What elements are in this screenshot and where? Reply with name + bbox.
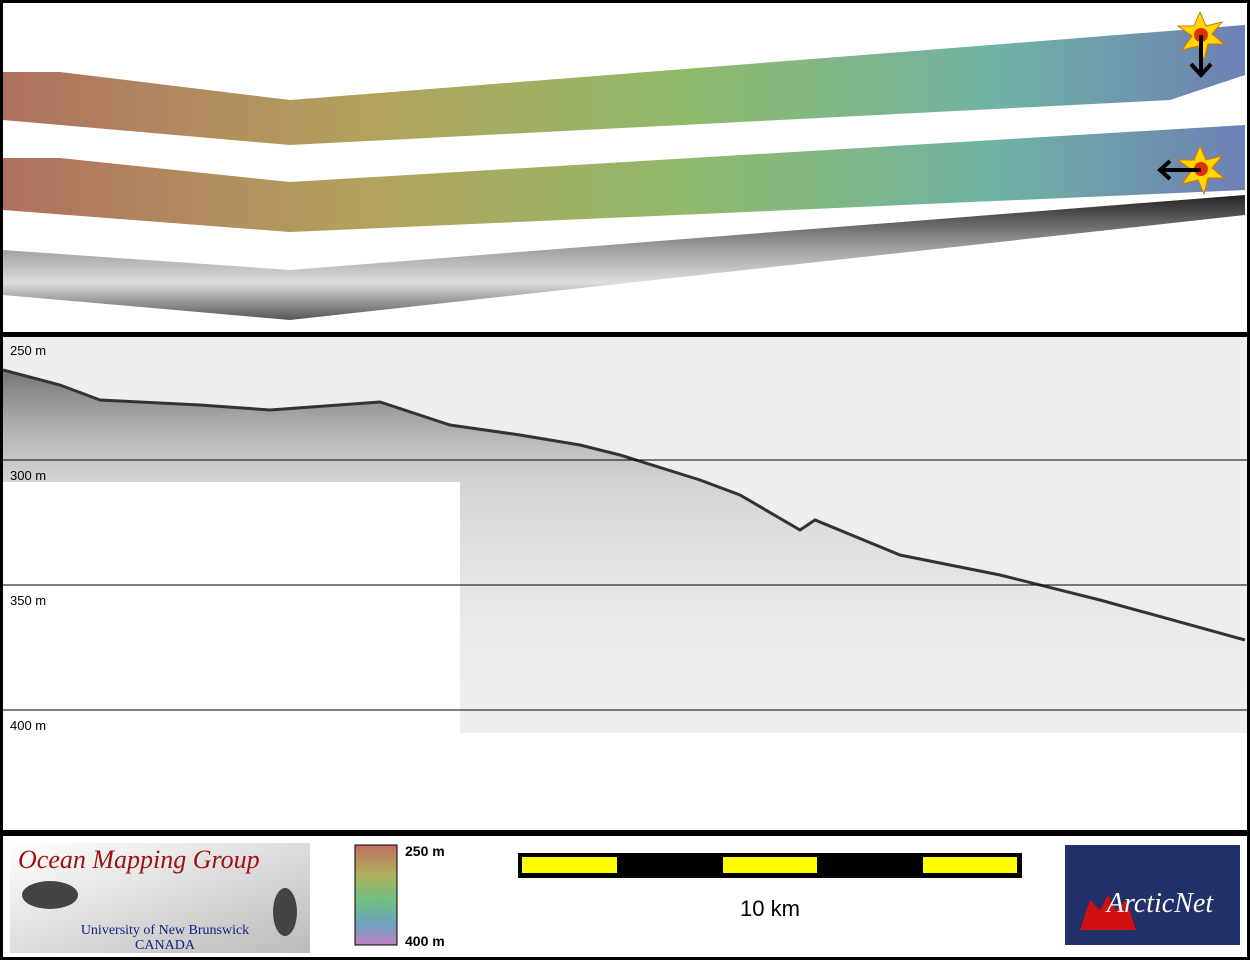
sun-icon	[1157, 144, 1226, 196]
logo-art	[22, 881, 78, 909]
depth-label: 400 m	[10, 718, 46, 733]
logo-art	[273, 888, 297, 936]
bathymetry-swath	[3, 25, 1245, 145]
maple-leaf	[1080, 895, 1136, 930]
scale-bar-segment	[723, 857, 817, 873]
water-column	[3, 370, 1245, 733]
scale-bar-segment	[923, 857, 1017, 873]
sun-icon	[1176, 10, 1226, 78]
scale-bar-segment	[522, 857, 617, 873]
color-bar-label: 250 m	[405, 843, 445, 859]
depth-label: 300 m	[10, 468, 46, 483]
depth-label: 350 m	[10, 593, 46, 608]
logo-university: University of New Brunswick	[81, 923, 249, 938]
scale-label: 10 km	[740, 896, 800, 921]
depth-label: 250 m	[10, 343, 46, 358]
seafloor-trace	[2, 368, 1246, 642]
logo-country: CANADA	[135, 938, 196, 953]
color-bar	[354, 844, 398, 946]
partner-logo-text: ArcticNet	[1105, 888, 1214, 919]
sidescan-swath	[3, 195, 1245, 320]
bathymetry-swath	[3, 125, 1245, 232]
logo-title: Ocean Mapping Group	[18, 845, 260, 874]
color-bar-label: 400 m	[405, 933, 445, 949]
